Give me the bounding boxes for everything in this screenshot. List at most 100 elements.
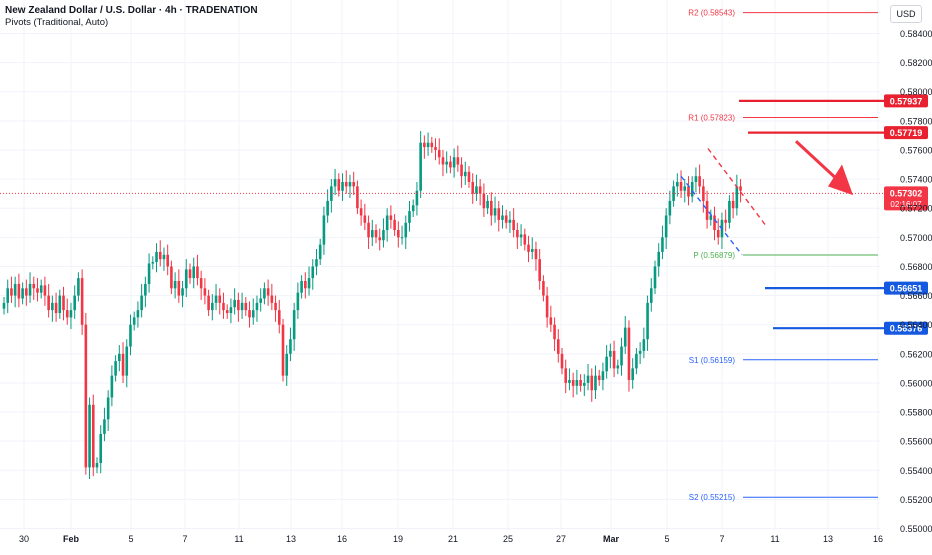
price-tick-label: 0.57800 [900, 116, 932, 126]
candle-body [277, 310, 281, 325]
time-tick-label: 19 [393, 534, 403, 544]
candle-body [408, 211, 411, 223]
current-price-label: 0.57302 [890, 188, 923, 198]
candle-body [333, 179, 337, 187]
candle-body [162, 254, 166, 260]
time-tick-label: 5 [664, 534, 669, 544]
candle-body [77, 278, 80, 296]
price-tick-label: 0.57200 [900, 204, 932, 214]
candle-body [10, 288, 13, 296]
candle-body [672, 186, 675, 201]
candle-body [315, 259, 318, 267]
support-2-badge [884, 321, 928, 335]
candle-body [173, 281, 177, 289]
candle-body [646, 302, 649, 340]
time-tick-label: 11 [234, 534, 243, 544]
resistance-2-badge-label: 0.57719 [890, 128, 923, 138]
candle-body [21, 288, 24, 299]
pivot-label-r1: R1 (0.57823) [688, 114, 735, 123]
candle-body [363, 215, 367, 223]
currency-button[interactable]: USD [890, 5, 922, 23]
candle-body [713, 215, 716, 231]
time-tick-label: 5 [128, 534, 133, 544]
candle-body [382, 230, 385, 241]
candle-body [103, 419, 106, 434]
candle-body [631, 368, 634, 381]
candle-body [341, 182, 344, 191]
time-tick-label: 13 [823, 534, 833, 544]
candles [2, 131, 742, 480]
candle-body [129, 324, 132, 347]
candle-body [39, 285, 43, 293]
candle-body [214, 295, 218, 303]
candle-body [683, 186, 687, 191]
candle-body [281, 324, 285, 376]
candle-body [702, 186, 705, 201]
price-tick-label: 0.55200 [900, 495, 932, 505]
candle-body [17, 283, 21, 299]
time-tick-label: 25 [503, 534, 513, 544]
price-tick-label: 0.56200 [900, 349, 932, 359]
candle-body [32, 283, 36, 289]
candle-body [348, 182, 352, 187]
candle-body [158, 251, 162, 260]
candle-body [28, 283, 32, 296]
candle-body [419, 142, 422, 191]
candle-body [549, 317, 553, 325]
candle-body [623, 327, 627, 347]
candle-body [716, 230, 720, 238]
pivot-lines: R2 (0.58543) R1 (0.57823) P (0.56879) S1 (0… [688, 9, 878, 502]
candle-body [69, 310, 73, 318]
candle-body [575, 380, 579, 386]
candle-body [556, 339, 560, 354]
candle-body [657, 251, 661, 267]
candle-body [266, 288, 270, 296]
pivot-label-r2: R2 (0.58543) [688, 9, 735, 18]
pivot-label-p: P (0.56879) [693, 251, 735, 260]
candle-body [199, 278, 203, 289]
candle-body [229, 307, 233, 314]
candle-body [434, 147, 437, 150]
candle-body [653, 266, 657, 289]
resistance-1-badge [884, 94, 928, 108]
candle-body [330, 186, 333, 201]
candle-body [359, 208, 363, 216]
candle-body [482, 193, 486, 209]
candle-body [91, 404, 95, 468]
candle-body [586, 375, 590, 383]
candle-body [352, 182, 355, 187]
grid [0, 0, 880, 530]
candle-body [181, 288, 184, 296]
candle-body [597, 375, 601, 381]
candle-body [304, 281, 307, 289]
candle-body [121, 353, 125, 376]
pattern-upper-line [707, 148, 768, 228]
candle-body [2, 302, 6, 309]
candle-body [13, 283, 17, 296]
candle-body [110, 375, 114, 398]
candle-body [211, 302, 214, 311]
pivot-label-s1: S1 (0.56159) [689, 356, 736, 365]
price-tick-label: 0.57600 [900, 145, 932, 155]
candle-body [542, 281, 545, 296]
price-tick-label: 0.56600 [900, 291, 932, 301]
candle-body [233, 299, 236, 308]
indicator-legend[interactable]: Pivots (Traditional, Auto) [5, 17, 109, 28]
candle-body [140, 295, 143, 311]
candle-body [259, 298, 262, 303]
candle-body [196, 266, 199, 279]
candle-body [415, 190, 419, 206]
price-tick-label: 0.58000 [900, 87, 932, 97]
candle-body [437, 149, 441, 158]
candle-body [285, 353, 289, 376]
candle-body [311, 266, 315, 279]
key-levels: 0.57937 0.57719 0.56651 0.56376 0.57302 02:16… [0, 94, 928, 335]
candle-body [99, 433, 103, 464]
candle-body [125, 346, 129, 376]
candle-body [490, 200, 493, 216]
candle-body [404, 222, 408, 238]
time-tick-label: 7 [182, 534, 187, 544]
candle-body [244, 302, 248, 311]
